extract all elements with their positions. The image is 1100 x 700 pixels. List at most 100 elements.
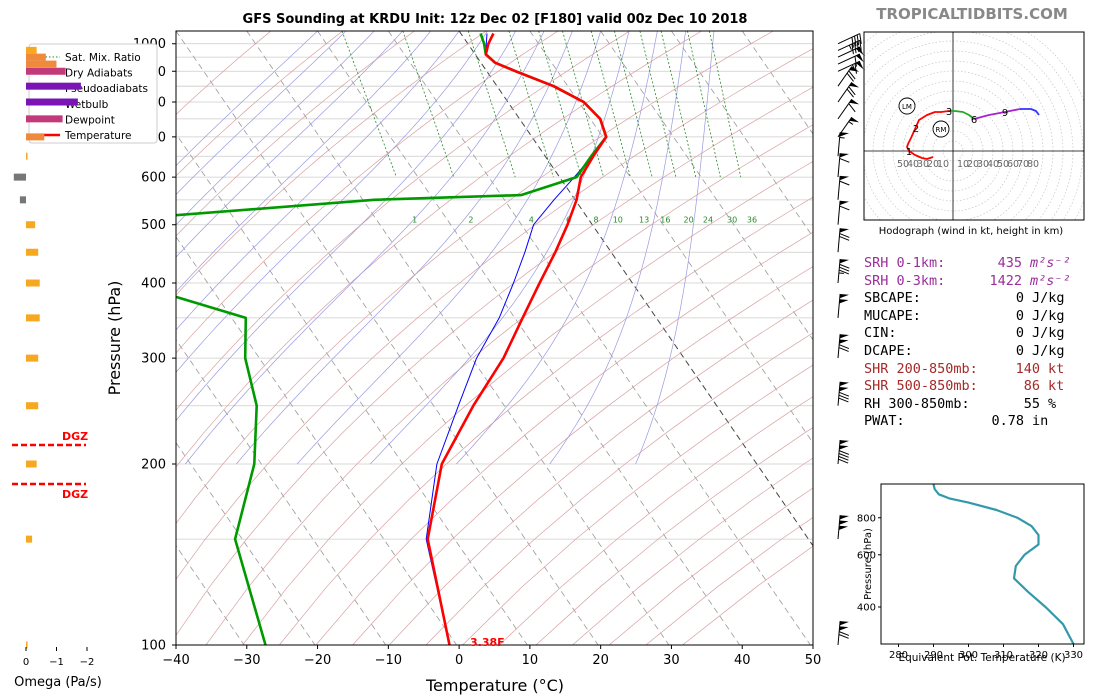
barb-flag xyxy=(859,40,862,51)
parameter-table: SRH 0-1km: 435 m²s⁻² SRH 0-3km: 1422 m²s⁻² SBC… xyxy=(864,255,1094,431)
isotherm xyxy=(246,31,670,645)
skewt-y-axis-label: Pressure (hPa) xyxy=(105,281,124,396)
barb-flag xyxy=(856,34,860,46)
theta-y-tick-label: 600 xyxy=(857,550,876,561)
barb-flag xyxy=(838,397,849,403)
theta-x-tick-label: 320 xyxy=(1029,650,1048,661)
barb-pennant xyxy=(839,626,849,631)
barb-flag xyxy=(839,266,850,272)
mixing-ratio-label: 36 xyxy=(747,216,757,225)
barb-flag xyxy=(859,33,862,44)
hodo-height-label: 6 xyxy=(971,115,977,126)
omega-bar xyxy=(26,82,81,90)
wind-barb xyxy=(837,153,850,178)
hodo-height-label: 9 xyxy=(1002,108,1008,119)
omega-bar xyxy=(26,279,40,287)
omega-bar xyxy=(26,67,66,75)
param-label: RH 300-850mb: xyxy=(864,395,970,412)
barb-flag xyxy=(854,35,857,47)
omega-bar xyxy=(13,173,26,181)
barb-flag xyxy=(851,43,854,55)
mixing-ratio-line xyxy=(402,31,455,178)
barb-pennant xyxy=(839,339,849,344)
hodo-tick-label: 80 xyxy=(1027,159,1039,170)
param-unit: m²s⁻² xyxy=(1030,255,1071,271)
omega-tick-label: −1 xyxy=(49,657,64,668)
dry-adiabat xyxy=(242,161,813,645)
param-value: 1422 xyxy=(989,272,1022,289)
param-row: CIN: 0 J/kg xyxy=(864,325,1094,343)
mixing-ratio-line xyxy=(562,31,605,178)
param-value: 55 xyxy=(1023,395,1040,412)
barb-flag xyxy=(838,631,850,636)
param-unit: kt xyxy=(1048,360,1065,377)
isotherm xyxy=(176,31,599,645)
hodo-trace xyxy=(949,110,975,120)
x-tick-label: −40 xyxy=(162,653,189,668)
mixing-ratio-line xyxy=(639,31,677,178)
mixing-ratio-line xyxy=(614,31,653,178)
omega-bar xyxy=(26,460,37,468)
param-row: SBCAPE: 0 J/kg xyxy=(864,290,1094,308)
isotherm xyxy=(176,339,387,645)
hodo-height-label: 3 xyxy=(946,107,952,118)
legend-label: Sat. Mix. Ratio xyxy=(65,52,141,64)
param-row: MUCAPE: 0 J/kg xyxy=(864,308,1094,326)
pseudoadiabat xyxy=(296,31,602,465)
wind-barb xyxy=(837,621,850,646)
pseudoadiabat xyxy=(176,31,460,331)
legend-label: Dry Adiabats xyxy=(65,68,133,80)
y-tick-label: 500 xyxy=(141,218,166,233)
barb-flag xyxy=(839,263,850,269)
param-value: 0 xyxy=(1015,307,1024,324)
dry-adiabat xyxy=(176,86,813,636)
hodo-tick-label: 20 xyxy=(967,159,979,170)
wind-barb xyxy=(837,200,850,225)
isotherm xyxy=(671,31,813,238)
theta-e-y-axis-label: Pressure (hPa) xyxy=(863,528,874,600)
mixing-ratio-line xyxy=(508,31,554,178)
dry-adiabat xyxy=(176,31,343,177)
barb-pennant xyxy=(838,525,849,531)
dry-adiabat xyxy=(176,31,272,115)
param-unit: J/kg xyxy=(1032,307,1065,324)
pseudoadiabat xyxy=(176,31,403,258)
barb-flag xyxy=(838,453,849,458)
omega-bar xyxy=(26,133,45,141)
barb-pennant xyxy=(839,200,850,206)
hodo-tick-label: 20 xyxy=(927,159,939,170)
hodograph-title: Hodograph (wind in kt, height in km) xyxy=(879,226,1064,237)
mixing-ratio-label: 20 xyxy=(684,216,694,225)
x-tick-label: 30 xyxy=(663,653,680,668)
chart-title: GFS Sounding at KRDU Init: 12z Dec 02 [F… xyxy=(243,12,748,27)
mixing-ratio-label: 13 xyxy=(639,216,649,225)
param-row: SRH 0-1km: 435 m²s⁻² xyxy=(864,255,1094,273)
param-row: PWAT: 0.78 in xyxy=(864,413,1094,431)
theta-e-frame xyxy=(880,483,1085,645)
param-unit: in xyxy=(1032,413,1049,430)
param-unit: J/kg xyxy=(1032,290,1065,307)
wind-barb xyxy=(837,515,850,540)
param-label: SRH 0-3km: xyxy=(864,272,946,289)
x-tick-label: −20 xyxy=(304,653,331,668)
omega-bar xyxy=(26,98,78,106)
dry-adiabat xyxy=(176,31,702,468)
param-value: 0 xyxy=(1015,325,1024,342)
y-tick-label: 600 xyxy=(141,171,166,186)
mixing-ratio-label: 2 xyxy=(468,216,473,225)
dgz-label: DGZ xyxy=(62,488,88,501)
wind-barb xyxy=(837,98,860,120)
mixing-ratio-line xyxy=(687,31,721,178)
barb-flag xyxy=(838,344,850,350)
barb-pennant xyxy=(839,440,850,445)
mixing-ratio-label: 8 xyxy=(593,216,598,225)
mixing-ratio-line xyxy=(708,31,742,178)
barb-pennant xyxy=(849,66,860,72)
param-label: PWAT: xyxy=(864,413,905,430)
barb-pennant xyxy=(839,381,850,387)
theta-e-line xyxy=(932,484,1075,644)
barb-flag xyxy=(838,455,849,461)
isotherm xyxy=(600,31,813,341)
barb-flag xyxy=(854,56,857,67)
pseudoadiabat xyxy=(176,31,488,373)
